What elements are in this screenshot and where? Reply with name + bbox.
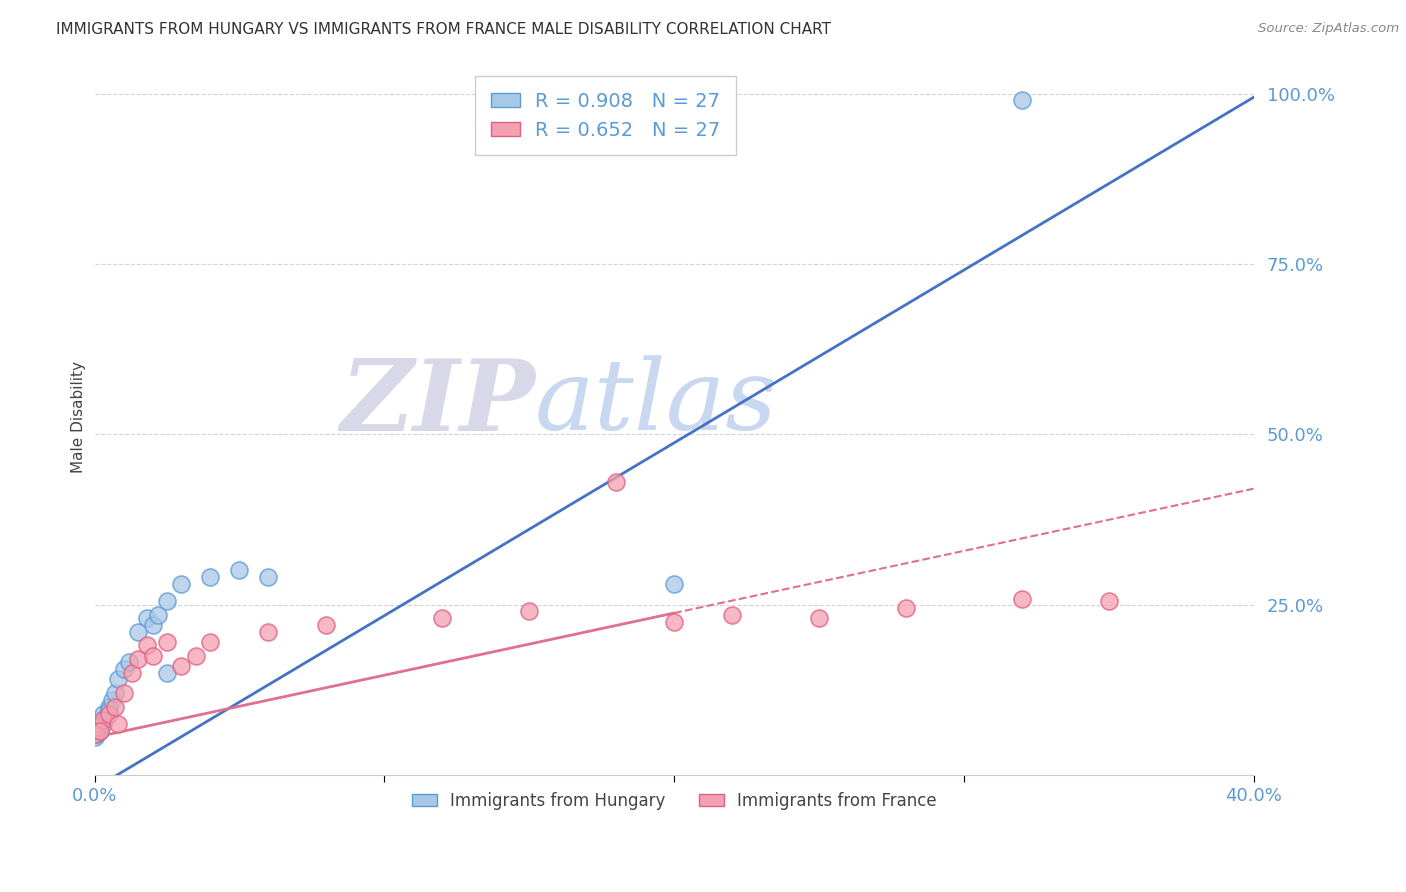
Point bbox=[517, 604, 540, 618]
Point bbox=[91, 716, 114, 731]
Point bbox=[98, 699, 121, 714]
Point bbox=[1011, 592, 1033, 607]
Point bbox=[141, 618, 163, 632]
Point bbox=[662, 615, 685, 629]
Point bbox=[257, 570, 280, 584]
Point bbox=[91, 714, 114, 728]
Point bbox=[89, 714, 111, 728]
Text: Source: ZipAtlas.com: Source: ZipAtlas.com bbox=[1258, 22, 1399, 36]
Point bbox=[605, 475, 627, 489]
Point bbox=[807, 611, 830, 625]
Point bbox=[98, 703, 121, 717]
Point bbox=[107, 716, 129, 731]
Point bbox=[200, 635, 222, 649]
Point bbox=[107, 673, 129, 687]
Point bbox=[1098, 594, 1121, 608]
Point bbox=[894, 601, 917, 615]
Point bbox=[91, 706, 114, 721]
Point bbox=[135, 611, 157, 625]
Point bbox=[721, 607, 744, 622]
Text: atlas: atlas bbox=[536, 355, 778, 450]
Point bbox=[127, 624, 149, 639]
Point bbox=[432, 611, 454, 625]
Point bbox=[112, 686, 135, 700]
Point bbox=[104, 699, 127, 714]
Point bbox=[101, 693, 124, 707]
Point bbox=[83, 731, 105, 745]
Point bbox=[96, 710, 118, 724]
Point bbox=[156, 665, 179, 680]
Point bbox=[89, 723, 111, 738]
Point bbox=[127, 652, 149, 666]
Point bbox=[83, 727, 105, 741]
Point bbox=[228, 564, 250, 578]
Point bbox=[89, 723, 111, 738]
Point bbox=[200, 570, 222, 584]
Point bbox=[104, 686, 127, 700]
Point bbox=[170, 577, 193, 591]
Text: ZIP: ZIP bbox=[340, 355, 536, 451]
Point bbox=[156, 594, 179, 608]
Point bbox=[257, 624, 280, 639]
Y-axis label: Male Disability: Male Disability bbox=[72, 361, 86, 474]
Point bbox=[662, 577, 685, 591]
Legend: Immigrants from Hungary, Immigrants from France: Immigrants from Hungary, Immigrants from… bbox=[405, 785, 943, 816]
Point bbox=[170, 658, 193, 673]
Point bbox=[156, 635, 179, 649]
Point bbox=[118, 656, 141, 670]
Point bbox=[141, 648, 163, 663]
Point bbox=[184, 648, 207, 663]
Point bbox=[86, 727, 108, 741]
Point bbox=[135, 639, 157, 653]
Point bbox=[86, 720, 108, 734]
Point bbox=[148, 607, 170, 622]
Point bbox=[112, 662, 135, 676]
Text: IMMIGRANTS FROM HUNGARY VS IMMIGRANTS FROM FRANCE MALE DISABILITY CORRELATION CH: IMMIGRANTS FROM HUNGARY VS IMMIGRANTS FR… bbox=[56, 22, 831, 37]
Point bbox=[1011, 94, 1033, 108]
Point bbox=[98, 706, 121, 721]
Point bbox=[315, 618, 337, 632]
Point bbox=[86, 720, 108, 734]
Point bbox=[121, 665, 143, 680]
